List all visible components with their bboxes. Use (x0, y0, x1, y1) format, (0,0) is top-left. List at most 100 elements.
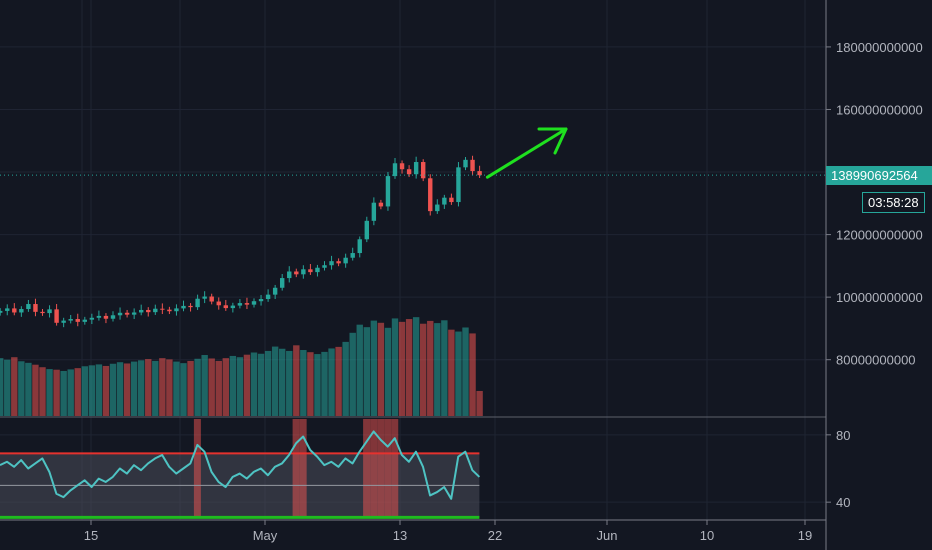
oscillator-axis[interactable]: 80 40 (826, 428, 850, 510)
price-tick-label: 100000000000 (836, 290, 923, 305)
candles (0, 155, 482, 328)
candle-body (392, 163, 398, 177)
candle-body (54, 309, 59, 323)
time-tick-label: May (253, 528, 278, 543)
volume-bar (384, 327, 392, 416)
trend-arrow (485, 127, 568, 179)
candle-body (216, 301, 221, 306)
volume-bar (328, 348, 335, 416)
osc-overbought-zone (363, 419, 371, 518)
volume-bar (208, 358, 215, 416)
candle-body (146, 309, 151, 313)
price-tick-label: 160000000000 (836, 102, 923, 117)
candle-body (336, 261, 341, 264)
candle-body (477, 171, 482, 176)
candle-body (463, 159, 468, 168)
volume-bar (250, 352, 258, 416)
volume-bar (159, 358, 166, 416)
volume-bar (18, 361, 25, 416)
candle-body (103, 315, 109, 319)
volume-bar (109, 363, 117, 416)
volume-bar (74, 368, 81, 416)
candle-body (96, 315, 102, 318)
osc-overbought-zone (299, 419, 307, 518)
candle-body (160, 308, 165, 310)
volume-bar (81, 366, 88, 416)
osc-overbought-zone (292, 419, 300, 518)
candle-body (421, 162, 426, 179)
candle-body (350, 253, 355, 258)
candle-body (153, 308, 158, 313)
volume-bar (0, 358, 4, 416)
candle-body (12, 308, 17, 313)
candle-body (301, 269, 306, 275)
volume-bar (257, 353, 265, 416)
last-price-label: 138990692564 (826, 166, 932, 186)
volume-bar (314, 354, 321, 416)
volume-bar (180, 363, 187, 416)
volume-bar (412, 317, 420, 416)
volume-bar (39, 367, 46, 416)
volume-bar (236, 357, 244, 416)
volume-bar (377, 322, 385, 416)
candle-body (385, 176, 391, 207)
volume-bar (335, 346, 342, 416)
candle-body (357, 239, 362, 254)
candle-body (413, 162, 419, 175)
volume-bar (271, 346, 279, 416)
time-axis[interactable]: 15 May 13 22 Jun 10 19 (84, 520, 812, 543)
candle-body (343, 257, 348, 264)
volume-bar (88, 365, 96, 416)
candle-body (435, 204, 440, 212)
candle-body (399, 163, 405, 170)
osc-overbought-zone (384, 419, 392, 518)
candle-body (442, 197, 447, 205)
osc-overbought-zone (193, 419, 201, 518)
price-tick-label: 80000000000 (836, 353, 916, 368)
candle-body (230, 305, 236, 309)
volume-bar (321, 351, 328, 416)
volume-bar (25, 362, 32, 416)
candle-body (33, 304, 38, 312)
volume-bar (405, 319, 413, 416)
volume-bar (102, 365, 110, 416)
volume-bar (279, 348, 286, 416)
volume-bar (264, 350, 272, 416)
candle-body (131, 312, 137, 315)
candle-body (265, 294, 271, 300)
candle-body (308, 269, 313, 273)
volume-bar (229, 355, 237, 416)
candle-body (40, 311, 45, 314)
time-tick-label: 13 (393, 528, 407, 543)
volume-bar (194, 358, 201, 416)
volume-bar (201, 355, 208, 416)
candle-body (89, 317, 95, 320)
volume-bar (130, 361, 138, 416)
candle-body (181, 305, 186, 309)
volume-bar (363, 327, 370, 416)
price-axis[interactable]: 180000000000 160000000000 120000000000 1000… (826, 40, 923, 368)
candle-body (139, 309, 144, 313)
candle-body (364, 220, 369, 240)
candle-body (371, 202, 377, 221)
candle-body (251, 301, 257, 305)
volume-bar (420, 323, 427, 416)
volume-bar (187, 360, 194, 416)
candle-body (5, 308, 10, 311)
osc-line (0, 430, 481, 500)
candle-body (117, 312, 123, 316)
osc-overbought-zone (377, 419, 385, 518)
volume-bar (95, 364, 103, 416)
candle-body (280, 278, 285, 288)
candle-body (68, 319, 73, 321)
candle-body (272, 287, 278, 295)
candle-body (294, 271, 299, 275)
volume-bar (215, 360, 222, 416)
trend-arrow-shaft (485, 127, 568, 179)
candle-body (202, 296, 207, 299)
volume-bar (145, 359, 152, 416)
candle-body (315, 267, 320, 273)
volume-bar (455, 331, 462, 416)
candle-body (167, 309, 172, 312)
